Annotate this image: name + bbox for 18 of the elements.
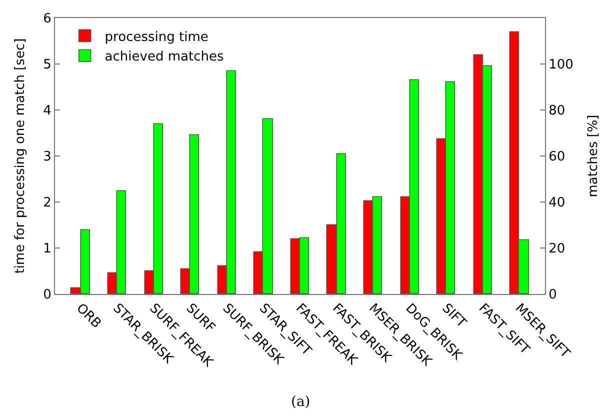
y-tick-label: 4 <box>43 104 52 119</box>
y2-tick-label: 80 <box>548 104 566 119</box>
y-tick-label: 5 <box>43 58 52 73</box>
y-axis-title: time for processing one match [sec] <box>13 38 28 274</box>
y2-tick-label: 20 <box>548 242 566 257</box>
y2-tick-label: 0 <box>548 288 557 303</box>
y-tick-label: 6 <box>43 12 52 27</box>
legend-label: achieved matches <box>104 50 224 65</box>
y2-tick-label: 100 <box>548 58 574 73</box>
y-tick-label: 0 <box>43 288 52 303</box>
y2-tick-label: 40 <box>548 196 566 211</box>
y2-tick-label: 60 <box>548 150 566 165</box>
y2-axis-title: matches [%] <box>586 114 602 198</box>
y-tick-label: 3 <box>43 150 52 165</box>
y-tick-label: 2 <box>43 196 52 211</box>
y-tick-label: 1 <box>43 242 52 257</box>
legend-label: processing time <box>104 30 208 45</box>
text: (a) <box>291 394 310 410</box>
